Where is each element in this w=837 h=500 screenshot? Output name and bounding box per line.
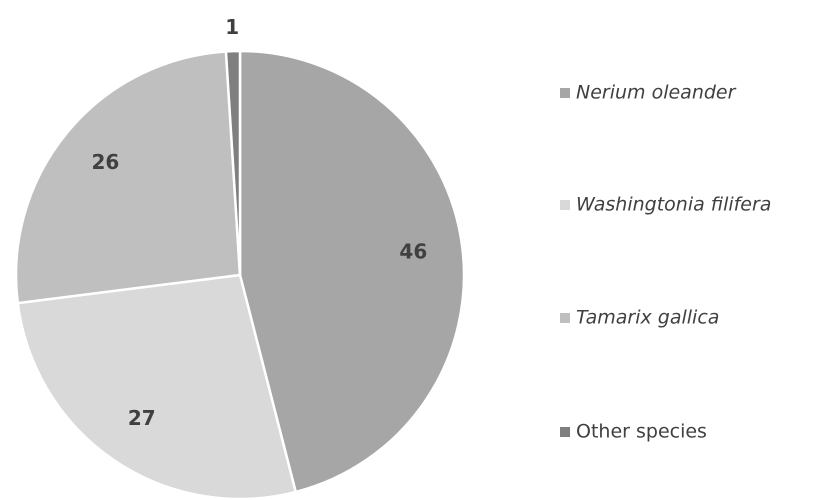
pie-slice xyxy=(224,49,242,276)
legend-swatch xyxy=(560,313,570,323)
data-label: 26 xyxy=(91,150,119,174)
legend-swatch xyxy=(560,200,570,210)
data-label: 1 xyxy=(225,15,239,39)
pie-slice xyxy=(16,273,298,500)
data-label: 27 xyxy=(128,406,156,430)
data-label: 46 xyxy=(399,240,427,264)
legend-swatch xyxy=(560,88,570,98)
pie-slice xyxy=(238,49,466,494)
legend-label: Other species xyxy=(576,421,707,443)
pie-slice xyxy=(14,50,242,305)
legend-swatch xyxy=(560,427,570,437)
legend-label: Washingtonia filifera xyxy=(576,194,771,216)
legend-label: Tamarix gallica xyxy=(576,307,719,329)
legend-label: Nerium oleander xyxy=(576,82,737,104)
